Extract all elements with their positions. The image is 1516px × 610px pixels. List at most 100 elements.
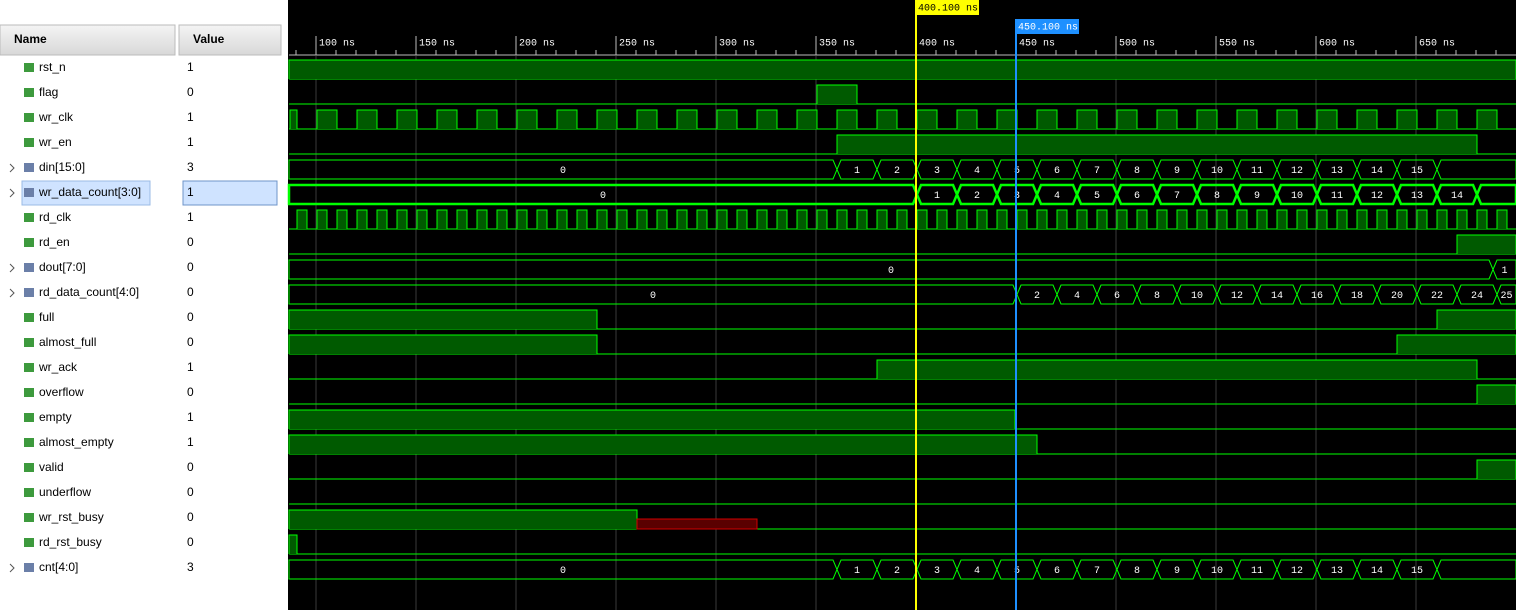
bus-value: 9: [1174, 566, 1180, 577]
bus-value: 7: [1094, 566, 1100, 577]
signal-name[interactable]: empty: [39, 410, 72, 424]
expand-arrow[interactable]: [9, 288, 15, 298]
cursor-box[interactable]: [916, 0, 979, 15]
signal-value: 0: [187, 260, 194, 274]
high-edge: [1476, 209, 1488, 229]
signal-name[interactable]: wr_data_count[3:0]: [38, 185, 141, 199]
bus-value: 13: [1331, 166, 1343, 177]
high-edge: [1096, 209, 1108, 229]
bus-value: 12: [1291, 566, 1303, 577]
signal-name[interactable]: rd_data_count[4:0]: [39, 285, 139, 299]
high-level: [357, 210, 367, 229]
name-header[interactable]: [0, 24, 176, 56]
high-edge: [1456, 234, 1516, 254]
signal-icon: [24, 463, 34, 472]
high-level: [289, 535, 297, 554]
signal-icon: [24, 138, 34, 147]
high-edge: [436, 109, 458, 129]
signal-icon: [24, 188, 34, 197]
high-edge: [288, 334, 598, 354]
high-level: [1417, 210, 1427, 229]
signal-name[interactable]: rd_rst_busy: [39, 535, 102, 549]
signal-name[interactable]: dout[7:0]: [39, 260, 86, 274]
signal-name[interactable]: wr_en: [38, 135, 72, 149]
signal-name[interactable]: din[15:0]: [39, 160, 85, 174]
bus-value: 20: [1391, 291, 1403, 302]
high-level: [597, 210, 607, 229]
high-level: [877, 110, 897, 129]
signal-name[interactable]: wr_clk: [38, 110, 74, 124]
signal-name[interactable]: underflow: [39, 485, 91, 499]
high-edge: [956, 109, 978, 129]
value-header[interactable]: [178, 24, 282, 56]
signal-icon: [24, 513, 34, 522]
high-level: [837, 110, 857, 129]
signal-name[interactable]: almost_empty: [39, 435, 114, 449]
high-level: [997, 110, 1017, 129]
bus-value: 8: [1214, 191, 1220, 202]
bus-value: 0: [650, 291, 656, 302]
wave-area: [288, 0, 1516, 610]
expand-arrow[interactable]: [9, 263, 15, 273]
high-level: [497, 210, 507, 229]
high-level: [289, 510, 637, 529]
bus-value: 14: [1371, 566, 1383, 577]
high-edge: [696, 209, 708, 229]
signal-value: 0: [187, 285, 194, 299]
signal-name[interactable]: rd_clk: [39, 210, 72, 224]
bus-value: 8: [1134, 566, 1140, 577]
signal-icon: [24, 113, 34, 122]
high-edge: [736, 209, 748, 229]
signal-name[interactable]: overflow: [39, 385, 84, 399]
signal-icon: [24, 238, 34, 247]
signal-name[interactable]: rd_en: [39, 235, 70, 249]
high-level: [477, 210, 487, 229]
high-level: [837, 135, 1477, 154]
signal-name[interactable]: valid: [39, 460, 64, 474]
high-edge: [1056, 209, 1068, 229]
time-tick-label: 200 ns: [519, 39, 555, 50]
high-edge: [289, 109, 298, 129]
signal-name[interactable]: almost_full: [39, 335, 96, 349]
bus-value: 1: [854, 566, 860, 577]
high-level: [557, 110, 577, 129]
high-level: [917, 110, 937, 129]
splitter[interactable]: [282, 0, 288, 610]
signal-name[interactable]: wr_ack: [38, 360, 78, 374]
high-level: [1177, 210, 1187, 229]
high-level: [877, 360, 1477, 379]
bus-value: 1: [1501, 266, 1507, 277]
signal-name[interactable]: wr_rst_busy: [38, 510, 104, 524]
high-edge: [836, 209, 848, 229]
bus-value: 16: [1311, 291, 1323, 302]
signal-icon: [24, 88, 34, 97]
bus-value: 9: [1174, 166, 1180, 177]
high-edge: [536, 209, 548, 229]
high-level: [997, 210, 1007, 229]
high-level: [289, 435, 1037, 454]
time-tick-label: 500 ns: [1119, 39, 1155, 50]
bus-value: 11: [1331, 191, 1343, 202]
high-level: [417, 210, 427, 229]
expand-arrow[interactable]: [9, 563, 15, 573]
high-edge: [1076, 209, 1088, 229]
high-level: [437, 210, 447, 229]
signal-name[interactable]: full: [39, 310, 54, 324]
expand-arrow[interactable]: [9, 163, 15, 173]
bus-value: 7: [1094, 166, 1100, 177]
high-edge: [416, 209, 428, 229]
high-edge: [396, 109, 418, 129]
high-level: [677, 110, 697, 129]
high-edge: [716, 109, 738, 129]
expand-arrow[interactable]: [9, 188, 15, 198]
signal-name[interactable]: rst_n: [39, 60, 66, 74]
high-level: [1457, 210, 1467, 229]
bus-value: 18: [1351, 291, 1363, 302]
signal-icon: [24, 263, 34, 272]
signal-name[interactable]: cnt[4:0]: [39, 560, 78, 574]
cursor-box[interactable]: [1016, 19, 1079, 34]
high-edge: [288, 59, 1516, 79]
high-edge: [756, 209, 768, 229]
signal-name[interactable]: flag: [39, 85, 58, 99]
